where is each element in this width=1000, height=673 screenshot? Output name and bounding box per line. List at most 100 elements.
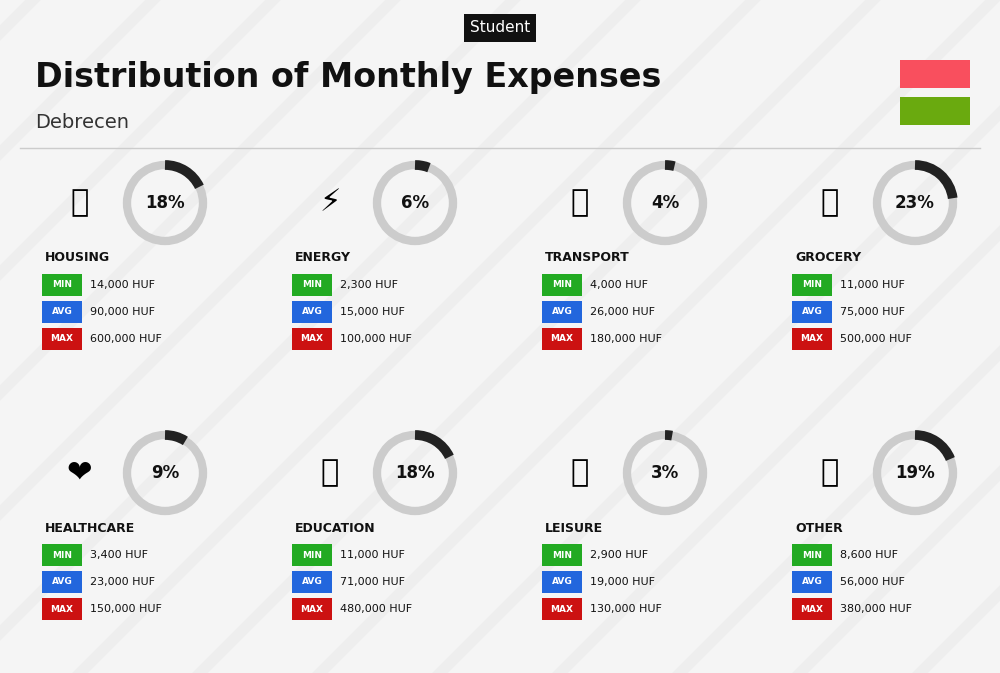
Text: 600,000 HUF: 600,000 HUF	[90, 334, 162, 344]
FancyBboxPatch shape	[42, 544, 82, 566]
Text: Student: Student	[470, 20, 530, 36]
Text: HEALTHCARE: HEALTHCARE	[45, 522, 135, 534]
Text: 3,400 HUF: 3,400 HUF	[90, 550, 148, 560]
Text: AVG: AVG	[302, 308, 322, 316]
Text: 🚌: 🚌	[571, 188, 589, 217]
Text: 480,000 HUF: 480,000 HUF	[340, 604, 412, 614]
Text: 71,000 HUF: 71,000 HUF	[340, 577, 405, 587]
Text: AVG: AVG	[552, 308, 572, 316]
Text: Debrecen: Debrecen	[35, 114, 129, 133]
Text: ENERGY: ENERGY	[295, 252, 351, 264]
Text: ❤️: ❤️	[67, 458, 93, 487]
Text: ⚡: ⚡	[319, 188, 341, 217]
Text: AVG: AVG	[52, 308, 72, 316]
Text: MAX: MAX	[300, 604, 324, 614]
Text: Distribution of Monthly Expenses: Distribution of Monthly Expenses	[35, 61, 661, 94]
FancyBboxPatch shape	[292, 328, 332, 350]
Text: 15,000 HUF: 15,000 HUF	[340, 307, 405, 317]
Text: 500,000 HUF: 500,000 HUF	[840, 334, 912, 344]
Text: 8,600 HUF: 8,600 HUF	[840, 550, 898, 560]
Text: MIN: MIN	[552, 281, 572, 289]
Text: 9%: 9%	[151, 464, 179, 482]
Text: 18%: 18%	[145, 194, 185, 212]
Text: 💰: 💰	[821, 458, 839, 487]
Text: MIN: MIN	[52, 551, 72, 559]
Text: 130,000 HUF: 130,000 HUF	[590, 604, 662, 614]
FancyBboxPatch shape	[42, 274, 82, 296]
Text: 75,000 HUF: 75,000 HUF	[840, 307, 905, 317]
FancyBboxPatch shape	[292, 598, 332, 620]
FancyBboxPatch shape	[292, 274, 332, 296]
FancyBboxPatch shape	[42, 328, 82, 350]
Text: MIN: MIN	[302, 551, 322, 559]
Text: 150,000 HUF: 150,000 HUF	[90, 604, 162, 614]
Text: AVG: AVG	[802, 577, 822, 586]
Text: TRANSPORT: TRANSPORT	[545, 252, 630, 264]
Text: 26,000 HUF: 26,000 HUF	[590, 307, 655, 317]
Text: MAX: MAX	[50, 604, 74, 614]
FancyBboxPatch shape	[792, 328, 832, 350]
Text: MAX: MAX	[550, 334, 574, 343]
Text: 19,000 HUF: 19,000 HUF	[590, 577, 655, 587]
FancyBboxPatch shape	[792, 301, 832, 323]
FancyBboxPatch shape	[42, 598, 82, 620]
Text: 2,300 HUF: 2,300 HUF	[340, 280, 398, 290]
Text: 6%: 6%	[401, 194, 429, 212]
Text: 🎓: 🎓	[321, 458, 339, 487]
Text: 180,000 HUF: 180,000 HUF	[590, 334, 662, 344]
Text: MAX: MAX	[300, 334, 324, 343]
Text: 🛒: 🛒	[821, 188, 839, 217]
FancyBboxPatch shape	[542, 598, 582, 620]
Text: 11,000 HUF: 11,000 HUF	[340, 550, 405, 560]
Text: EDUCATION: EDUCATION	[295, 522, 376, 534]
Text: HOUSING: HOUSING	[45, 252, 110, 264]
FancyBboxPatch shape	[292, 571, 332, 593]
FancyBboxPatch shape	[900, 60, 970, 88]
Text: 90,000 HUF: 90,000 HUF	[90, 307, 155, 317]
Text: 23%: 23%	[895, 194, 935, 212]
FancyBboxPatch shape	[292, 544, 332, 566]
Text: 🏢: 🏢	[71, 188, 89, 217]
Text: MAX: MAX	[800, 604, 823, 614]
FancyBboxPatch shape	[792, 544, 832, 566]
Text: MAX: MAX	[50, 334, 74, 343]
Text: 11,000 HUF: 11,000 HUF	[840, 280, 905, 290]
Text: 14,000 HUF: 14,000 HUF	[90, 280, 155, 290]
FancyBboxPatch shape	[792, 274, 832, 296]
Text: OTHER: OTHER	[795, 522, 843, 534]
Text: 4%: 4%	[651, 194, 679, 212]
FancyBboxPatch shape	[292, 301, 332, 323]
Text: 19%: 19%	[895, 464, 935, 482]
Text: AVG: AVG	[302, 577, 322, 586]
Text: MIN: MIN	[302, 281, 322, 289]
Text: 4,000 HUF: 4,000 HUF	[590, 280, 648, 290]
Text: MIN: MIN	[52, 281, 72, 289]
Text: 56,000 HUF: 56,000 HUF	[840, 577, 905, 587]
Text: AVG: AVG	[802, 308, 822, 316]
Text: 380,000 HUF: 380,000 HUF	[840, 604, 912, 614]
Text: 3%: 3%	[651, 464, 679, 482]
Text: 18%: 18%	[395, 464, 435, 482]
FancyBboxPatch shape	[42, 301, 82, 323]
FancyBboxPatch shape	[42, 571, 82, 593]
Text: 2,900 HUF: 2,900 HUF	[590, 550, 648, 560]
Text: MIN: MIN	[802, 551, 822, 559]
FancyBboxPatch shape	[542, 571, 582, 593]
Text: MIN: MIN	[552, 551, 572, 559]
FancyBboxPatch shape	[792, 571, 832, 593]
Text: 🛍️: 🛍️	[571, 458, 589, 487]
Text: GROCERY: GROCERY	[795, 252, 861, 264]
FancyBboxPatch shape	[900, 97, 970, 125]
FancyBboxPatch shape	[542, 274, 582, 296]
FancyBboxPatch shape	[542, 301, 582, 323]
Text: LEISURE: LEISURE	[545, 522, 603, 534]
FancyBboxPatch shape	[792, 598, 832, 620]
FancyBboxPatch shape	[542, 328, 582, 350]
Text: AVG: AVG	[552, 577, 572, 586]
Text: AVG: AVG	[52, 577, 72, 586]
Text: MAX: MAX	[550, 604, 574, 614]
FancyBboxPatch shape	[542, 544, 582, 566]
Text: MAX: MAX	[800, 334, 823, 343]
Text: 100,000 HUF: 100,000 HUF	[340, 334, 412, 344]
Text: 23,000 HUF: 23,000 HUF	[90, 577, 155, 587]
